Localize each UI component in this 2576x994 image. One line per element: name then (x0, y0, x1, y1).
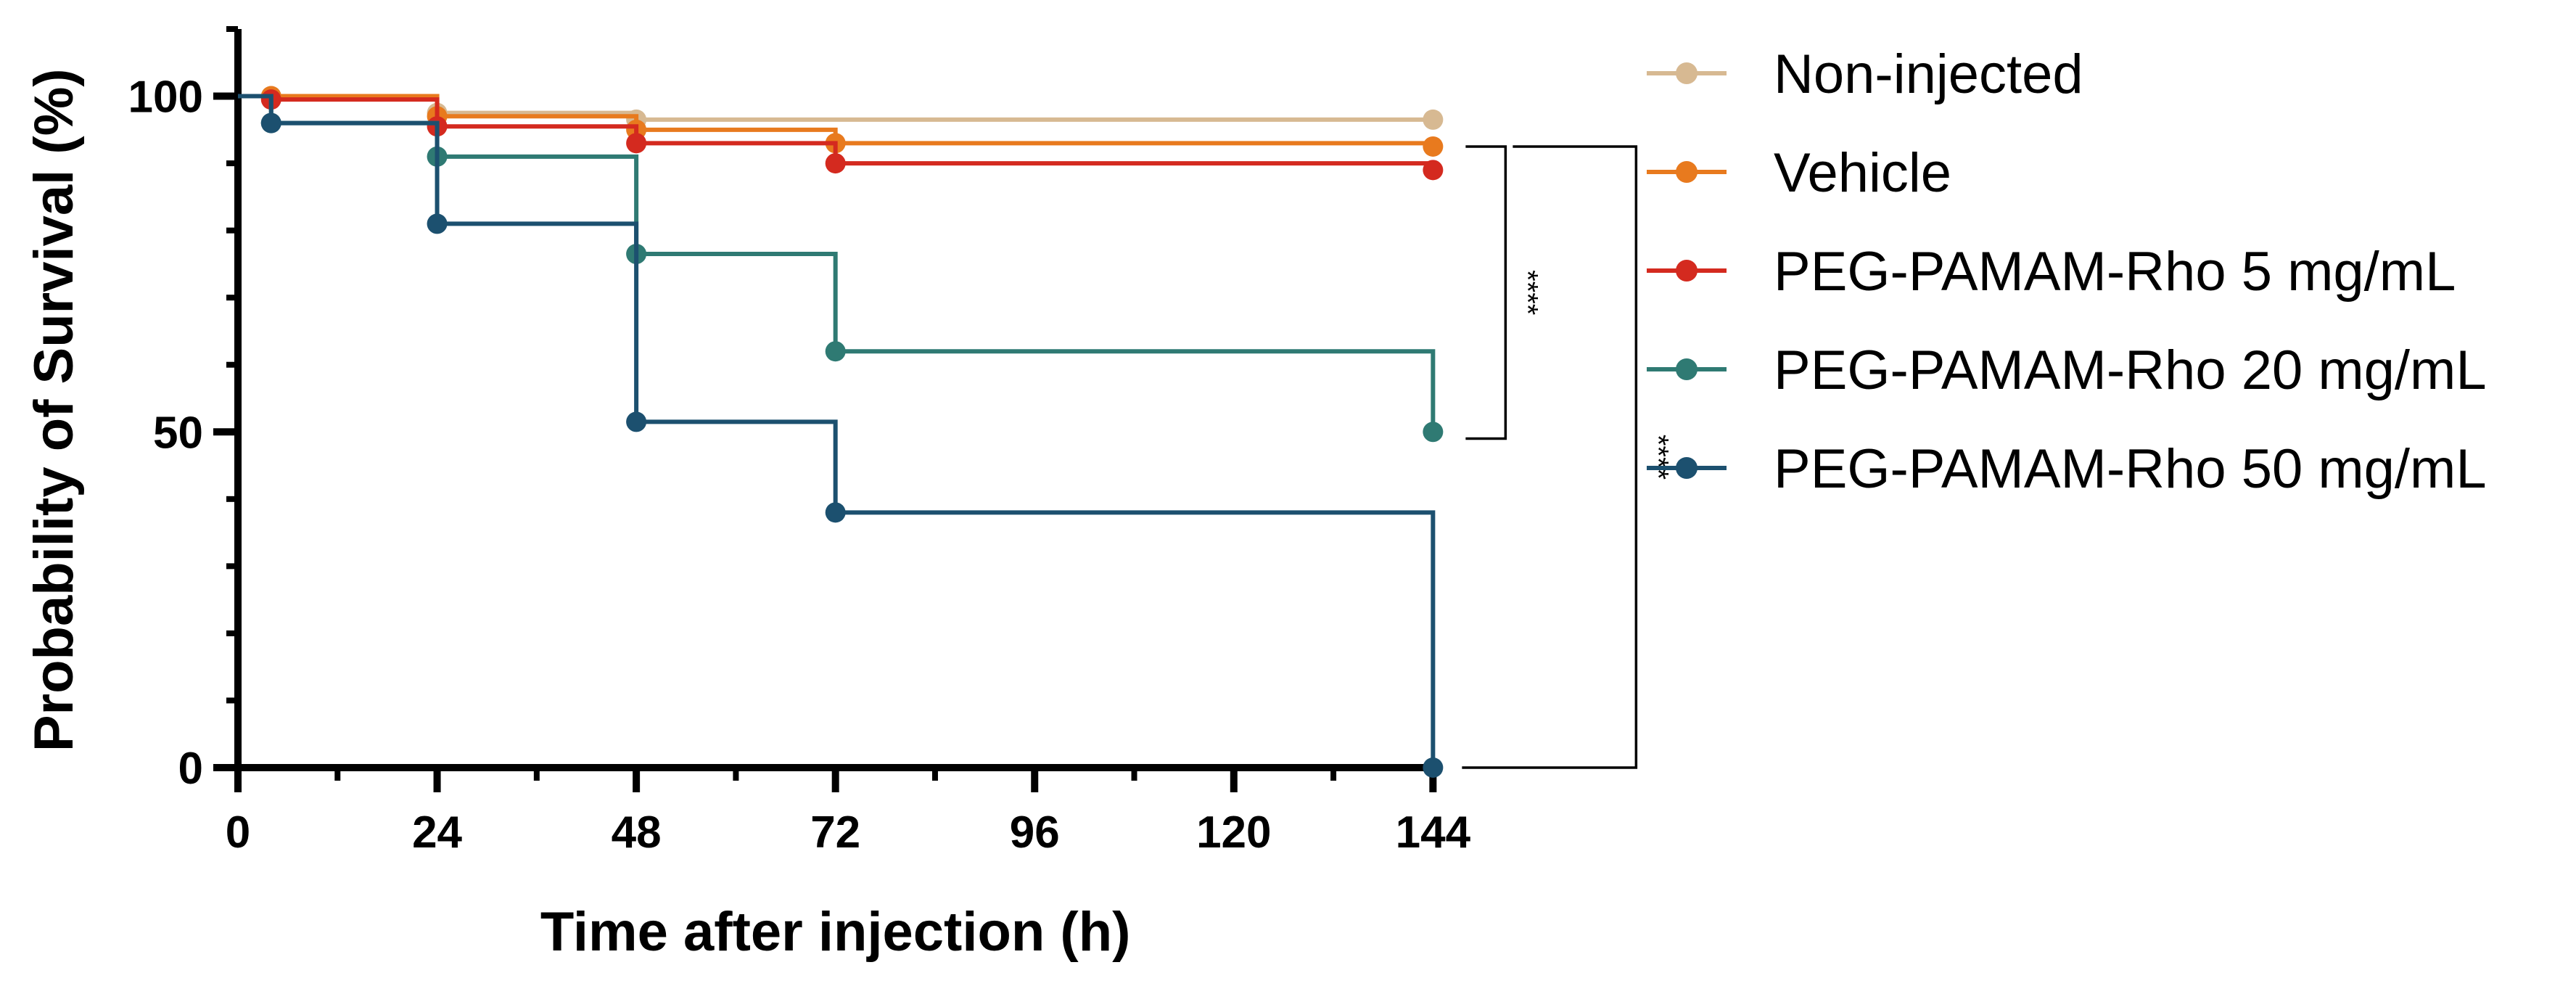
data-point (1423, 160, 1444, 181)
data-point (626, 133, 647, 154)
legend: Non-injected Vehicle PEG-PAMAM-Rho 5 mg/mL… (1647, 44, 2487, 500)
x-tick-label: 120 (1196, 808, 1271, 858)
y-tick-label: 50 (153, 408, 203, 458)
data-point (825, 341, 846, 362)
x-tick-label: 144 (1396, 808, 1471, 858)
significance-bracket: **** (1465, 145, 1543, 440)
data-point (825, 502, 846, 523)
data-point (825, 153, 846, 174)
legend-label: PEG-PAMAM-Rho 20 mg/mL (1774, 340, 2487, 401)
legend-marker (1676, 358, 1698, 380)
y-axis-title: Probability of Survival (%) (23, 68, 85, 752)
x-tick-label: 48 (612, 808, 662, 858)
y-tick-label: 100 (128, 73, 203, 123)
legend-marker (1676, 62, 1698, 84)
legend-item: PEG-PAMAM-Rho 50 mg/mL (1647, 438, 2487, 500)
data-point (1423, 757, 1444, 778)
legend-label: Vehicle (1774, 142, 1951, 204)
legend-item: PEG-PAMAM-Rho 5 mg/mL (1647, 241, 2456, 303)
legend-marker (1676, 457, 1698, 479)
y-tick-label: 0 (178, 744, 203, 794)
x-tick-label: 96 (1010, 808, 1060, 858)
legend-marker (1676, 161, 1698, 183)
legend-item: Non-injected (1647, 44, 2083, 105)
legend-item: PEG-PAMAM-Rho 20 mg/mL (1647, 340, 2487, 401)
legend-label: PEG-PAMAM-Rho 50 mg/mL (1774, 438, 2487, 500)
series-layer (238, 86, 1444, 778)
legend-item: Vehicle (1647, 142, 1951, 204)
series-line (238, 94, 1436, 768)
significance-brackets: **** **** (1462, 145, 1674, 769)
legend-label: PEG-PAMAM-Rho 5 mg/mL (1774, 241, 2456, 303)
significance-bracket: **** (1462, 145, 1674, 769)
data-point (1423, 136, 1444, 157)
data-point (427, 213, 448, 234)
legend-marker (1676, 260, 1698, 282)
axes: 0 50 100 0 24 48 72 96 120 144 (128, 26, 1471, 858)
significance-label: **** (1511, 270, 1543, 315)
bracket-line (1465, 145, 1507, 440)
data-point (626, 411, 647, 432)
data-point (1423, 422, 1444, 443)
x-tick-label: 72 (810, 808, 860, 858)
x-tick-label: 24 (412, 808, 462, 858)
x-tick-label: 0 (226, 808, 250, 858)
data-point (1423, 109, 1444, 130)
x-axis-title: Time after injection (h) (540, 901, 1131, 963)
significance-label: **** (1642, 435, 1674, 480)
series-4 (238, 94, 1444, 778)
bracket-line (1462, 145, 1638, 769)
legend-label: Non-injected (1774, 44, 2083, 105)
data-point (260, 112, 281, 134)
